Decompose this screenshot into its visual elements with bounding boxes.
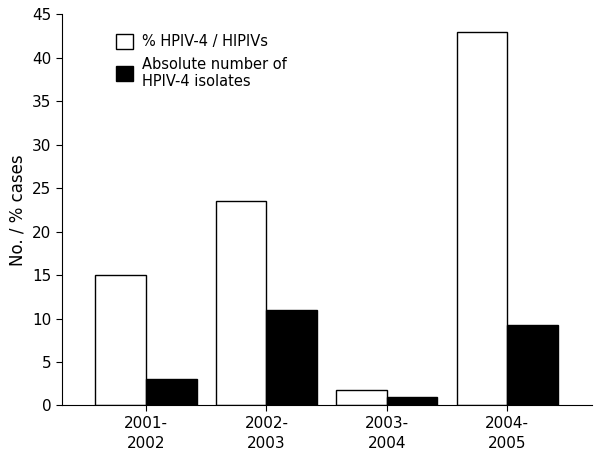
- Bar: [337, 390, 387, 405]
- Bar: [95, 275, 146, 405]
- Bar: [508, 325, 558, 405]
- Legend: % HPIV-4 / HIPIVs, Absolute number of
HPIV-4 isolates: % HPIV-4 / HIPIVs, Absolute number of HP…: [112, 29, 291, 93]
- Bar: [216, 201, 266, 405]
- Bar: [146, 380, 197, 405]
- Bar: [266, 310, 317, 405]
- Y-axis label: No. / % cases: No. / % cases: [8, 154, 26, 266]
- Bar: [387, 397, 437, 405]
- Bar: [457, 32, 508, 405]
